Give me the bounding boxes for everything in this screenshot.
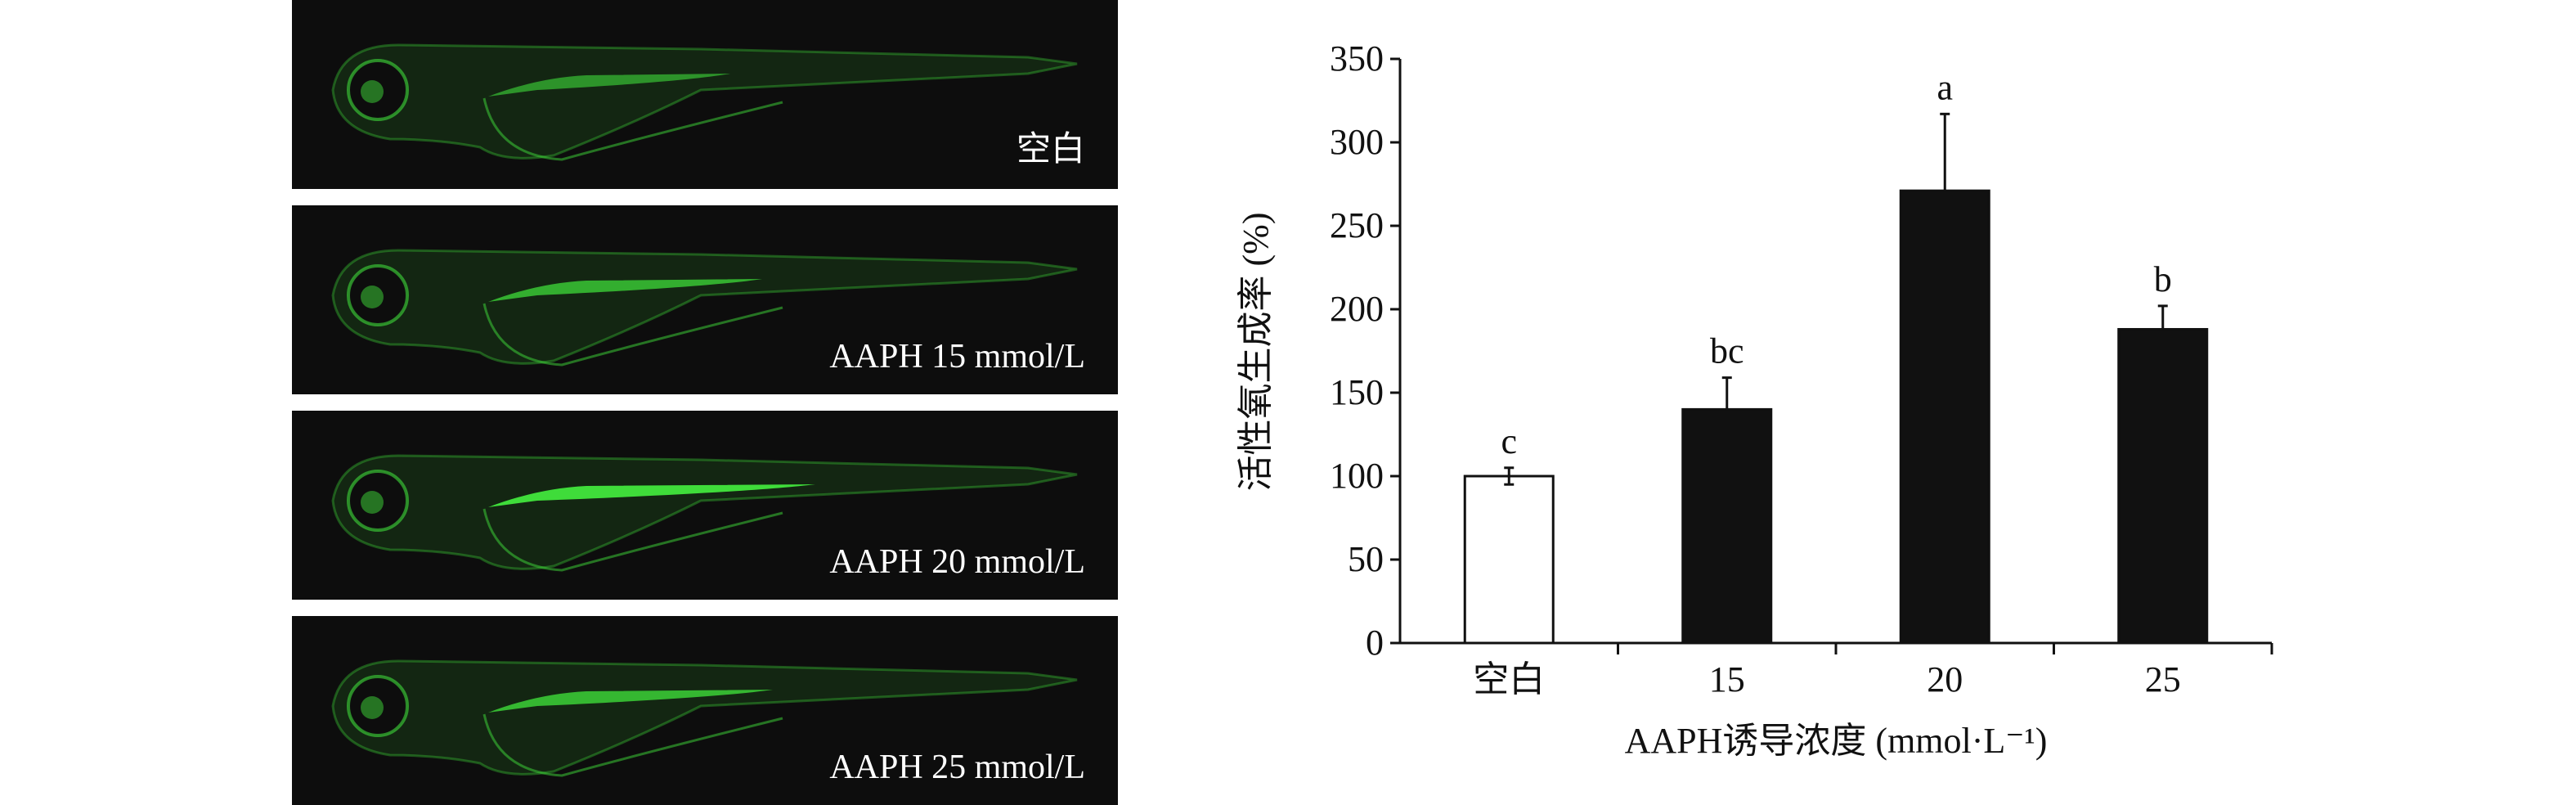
- bar: [2117, 327, 2209, 645]
- x-axis-label: AAPH诱导浓度 (mmol·L⁻¹): [1625, 721, 2048, 761]
- y-tick-label: 150: [1330, 372, 1384, 412]
- panel-label: 空白: [1016, 131, 1085, 169]
- zebrafish-image: [331, 249, 1078, 367]
- y-tick-label: 300: [1330, 122, 1384, 162]
- zebrafish-image: [331, 659, 1078, 777]
- fish-panel: AAPH 25 mmol/L: [292, 616, 1118, 805]
- bar: [1681, 407, 1773, 645]
- y-tick-label: 0: [1366, 623, 1384, 663]
- panel-label: AAPH 20 mmol/L: [829, 543, 1085, 581]
- bar: [1463, 474, 1555, 645]
- significance-label: c: [1501, 421, 1517, 461]
- y-axis-label: 活性氧生成率 (%): [1236, 213, 1276, 492]
- zebrafish-image: [331, 43, 1078, 161]
- y-tick-label: 350: [1330, 38, 1384, 79]
- fish-panel: AAPH 15 mmol/L: [292, 205, 1118, 394]
- significance-label: bc: [1710, 331, 1744, 371]
- fish-panel: AAPH 20 mmol/L: [292, 411, 1118, 600]
- panel-label: AAPH 25 mmol/L: [829, 749, 1085, 786]
- panel-label: AAPH 15 mmol/L: [829, 338, 1085, 376]
- y-tick-label: 200: [1330, 289, 1384, 329]
- x-tick-label: 20: [1927, 659, 1963, 699]
- y-tick-label: 250: [1330, 205, 1384, 245]
- x-tick-label: 15: [1709, 659, 1745, 699]
- bar: [1899, 189, 1990, 645]
- significance-label: b: [2154, 259, 2172, 299]
- fish-panel: 空白: [292, 0, 1118, 189]
- y-tick-label: 50: [1348, 539, 1384, 579]
- significance-label: a: [1936, 67, 1953, 107]
- x-tick-label: 25: [2145, 659, 2181, 699]
- x-tick-label: 空白: [1473, 659, 1545, 699]
- zebrafish-image: [331, 454, 1078, 572]
- y-tick-label: 100: [1330, 456, 1384, 496]
